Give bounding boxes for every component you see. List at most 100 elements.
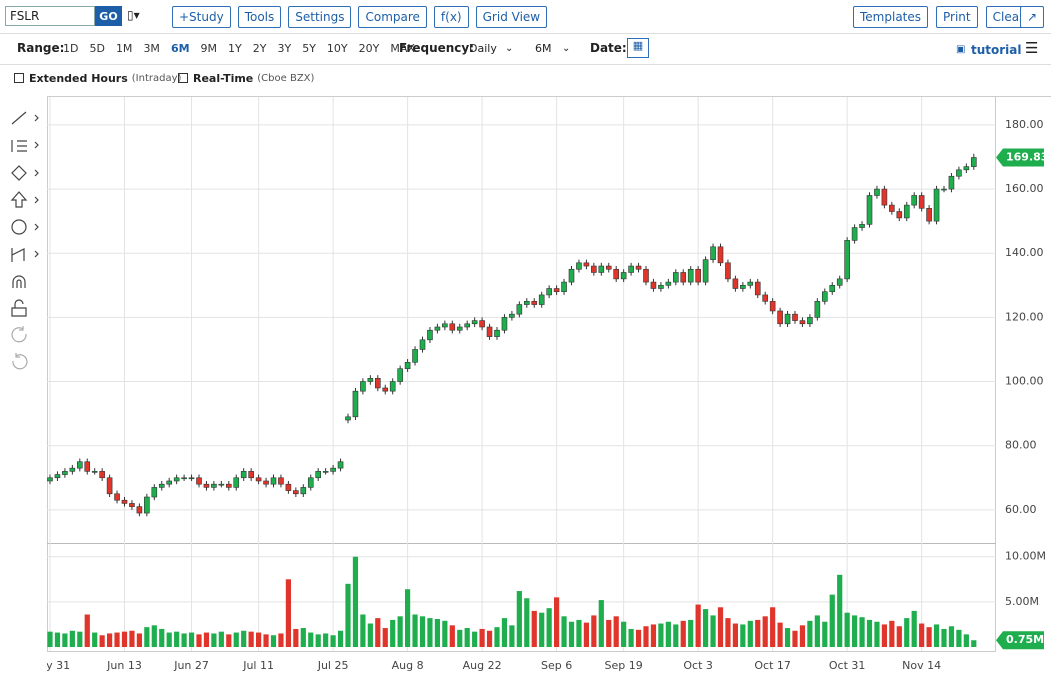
toolbar-button[interactable]: Settings [288,6,352,28]
calendar-button[interactable]: ▦ [627,38,649,58]
expand-button[interactable]: ↗ [1020,6,1044,28]
range-option[interactable]: 5Y [302,41,316,55]
range-option[interactable]: 2Y [252,41,267,55]
tool-fib[interactable] [11,140,27,152]
volume-bar [256,632,262,647]
candle-body [196,477,202,485]
range-option[interactable]: 3Y [277,41,292,55]
candle-body [911,195,918,206]
range-option[interactable]: 20Y [358,41,380,55]
toolbar-button[interactable]: +Study [172,6,231,28]
toolbar-button[interactable]: Templates [853,6,929,28]
volume-bar [479,628,485,647]
y-tick-label: 120.00 [1005,310,1044,323]
range-option[interactable]: 1Y [228,41,242,55]
x-tick-label: Jul 25 [317,659,349,672]
candle-body [285,483,292,491]
range-option[interactable]: 1M [115,41,133,55]
range-option[interactable]: 3M [143,41,160,55]
period-select[interactable]: 6M [535,41,552,55]
tool-shape[interactable] [11,165,27,181]
candle-body [255,477,262,482]
range-option[interactable]: 6M [170,41,190,55]
option[interactable]: Extended Hours (Intraday) [14,72,181,85]
tool-annotation[interactable] [11,219,27,235]
tool-line[interactable] [11,111,27,125]
symbol-input[interactable]: FSLR [5,6,95,26]
candle-body [181,477,187,480]
candle-body [389,381,396,392]
range-option[interactable]: 1D [63,41,79,55]
volume-bar [516,591,522,647]
candle-body [687,268,694,283]
volume-bar [568,621,575,647]
checkbox[interactable] [14,73,24,83]
redo[interactable] [12,353,28,370]
candle-body [471,320,478,325]
x-tick-label: Jul 11 [242,659,274,672]
candle-body [523,301,530,305]
go-button[interactable]: GO [95,6,122,26]
date-label: Date: [590,41,627,55]
candle-body [345,416,351,421]
candle-body [248,471,254,479]
range-option[interactable]: 9M [200,41,218,55]
candle-body [456,326,463,331]
candle-body [591,265,597,273]
price-badge [996,148,1044,167]
toolbar-button[interactable]: Grid View [475,6,548,28]
volume-bar [263,634,269,647]
candle-body [449,323,456,331]
volume-bar [412,614,418,647]
button-group: +Study Tools Settings Compare f(x) Grid View [172,6,548,28]
candle-body [680,272,687,283]
volume-bar [837,574,843,647]
range-option[interactable]: 5D [89,41,105,55]
candle-body [509,313,515,318]
toolbar-button[interactable]: Tools [237,6,282,28]
range-option[interactable]: MAX [390,41,415,55]
tool-arrow[interactable] [10,191,28,208]
volume-bar [360,614,366,647]
volume-bar [963,634,969,647]
range-option[interactable]: 10Y [326,41,348,55]
volume-bar [308,632,314,647]
option[interactable]: Real-Time (Cboe BZX) [178,72,314,85]
volume-bar [933,624,940,647]
volume-bar [494,627,500,647]
volume-bar [367,623,373,647]
candle-body [322,471,329,473]
toolbar-button[interactable]: f(x) [433,6,469,28]
chart-type-icon[interactable]: ▯▾ [127,8,140,22]
tool-magnet[interactable] [12,275,26,288]
volume-bar [159,628,165,647]
candle-body [598,265,605,273]
candle-body [926,208,932,222]
y-tick-label: 80.00 [1005,439,1037,452]
undo[interactable] [11,326,27,343]
candle-body [836,278,843,286]
volume-bar [896,626,902,647]
candle-body [293,490,299,495]
volume-bar [226,634,232,647]
checkbox[interactable] [178,73,188,83]
tutorial-link[interactable]: tutorial [971,43,1022,57]
volume-bar [926,627,932,647]
candle-body [419,339,426,350]
tool-lock[interactable] [11,299,27,317]
candle-body [337,461,344,469]
volume-bar [457,629,463,647]
toolbar-button[interactable]: Compare [358,6,427,28]
candle-body [948,175,955,190]
volume-bar [337,630,344,647]
candle-body [464,323,471,328]
menu-button[interactable]: ☰ [1025,39,1039,57]
x-tick-label: Oct 17 [754,659,791,672]
toolbar-button[interactable]: Print [936,6,978,28]
candle-body [166,480,172,485]
volume-bar [919,623,925,647]
candle-body [792,313,798,321]
tool-measure[interactable] [11,248,25,262]
candle-body [553,288,560,293]
frequency-select[interactable]: Daily [469,41,497,55]
